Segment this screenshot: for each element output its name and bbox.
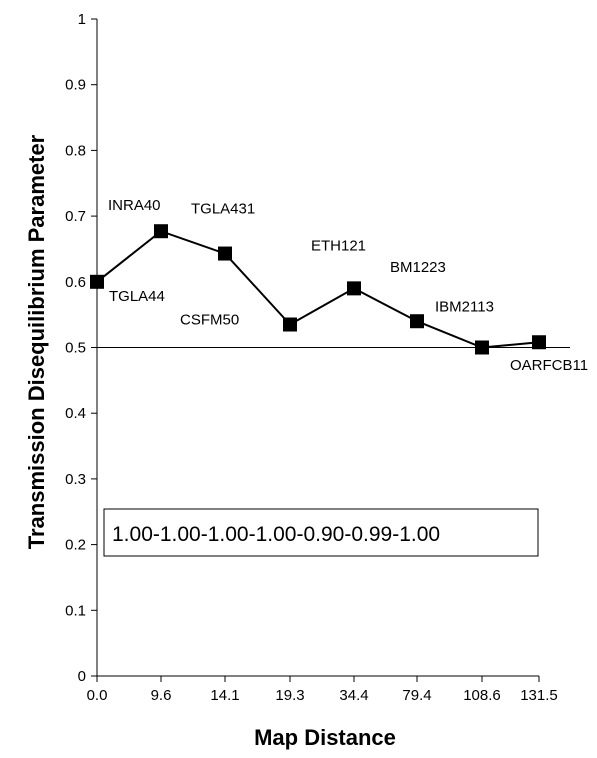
annotation-box: 1.00-1.00-1.00-1.00-0.90-0.99-1.00 — [103, 508, 539, 557]
x-tick-label: 131.5 — [520, 687, 558, 704]
data-point-oarfcb11 — [532, 335, 546, 350]
series-polyline — [96, 230, 540, 349]
point-label-bm1223: BM1223 — [390, 259, 446, 276]
y-tick-label: 0.8 — [65, 142, 86, 159]
data-point-bm1223 — [410, 314, 424, 329]
data-points — [90, 224, 546, 355]
point-label-tgla44: TGLA44 — [109, 288, 165, 305]
data-point-tgla431 — [218, 246, 232, 261]
x-axis-title: Map Distance — [254, 725, 396, 750]
x-tick-label: 19.3 — [275, 687, 304, 704]
data-point-eth121 — [347, 281, 361, 296]
y-tick-label: 0.1 — [65, 602, 86, 619]
x-tick-label: 34.4 — [339, 687, 368, 704]
y-tick-label: 0.3 — [65, 471, 86, 488]
data-point-inra40 — [154, 224, 168, 239]
x-tick-label: 9.6 — [151, 687, 172, 704]
point-label-tgla431: TGLA431 — [191, 201, 255, 218]
y-axis: 0 0.1 0.2 0.3 0.4 0.5 0.6 0.7 0.8 0.9 1 — [65, 11, 98, 685]
point-label-inra40: INRA40 — [108, 197, 161, 214]
y-tick-label: 1 — [78, 11, 86, 28]
point-label-oarfcb11: OARFCB11 — [510, 357, 588, 374]
x-tick-label: 14.1 — [210, 687, 239, 704]
y-tick-label: 0.6 — [65, 274, 86, 291]
y-axis-title: Transmission Disequilibrium Parameter — [24, 134, 49, 549]
point-label-csfm50: CSFM50 — [180, 312, 239, 329]
point-label-eth121: ETH121 — [311, 237, 366, 254]
x-tick-label: 0.0 — [87, 687, 108, 704]
x-axis: 0.0 9.6 14.1 19.3 34.4 79.4 108.6 131.5 — [87, 675, 558, 704]
point-label-ibm2113: IBM2113 — [435, 299, 494, 316]
y-tick-label: 0.9 — [65, 77, 86, 94]
point-labels: TGLA44 INRA40 TGLA431 CSFM50 ETH121 BM1223 IBM… — [108, 197, 588, 374]
annotation-text: 1.00-1.00-1.00-1.00-0.90-0.99-1.00 — [112, 523, 440, 546]
x-tick-label: 108.6 — [463, 687, 501, 704]
series-line — [96, 230, 540, 349]
data-point-ibm2113 — [475, 340, 489, 355]
data-point-tgla44 — [90, 274, 104, 289]
y-tick-label: 0.2 — [65, 537, 86, 554]
y-tick-label: 0 — [78, 668, 86, 685]
y-tick-label: 0.4 — [65, 405, 86, 422]
y-tick-label: 0.7 — [65, 208, 86, 225]
x-tick-label: 79.4 — [402, 687, 431, 704]
y-tick-label: 0.5 — [65, 340, 86, 357]
data-point-csfm50 — [283, 317, 297, 332]
